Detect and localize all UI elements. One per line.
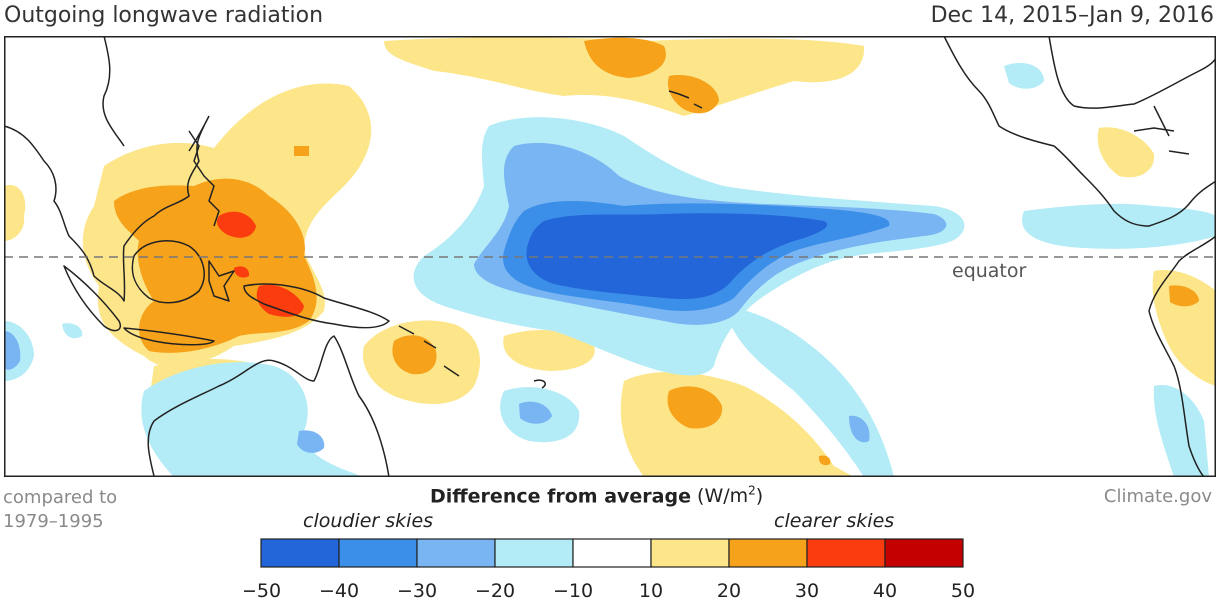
baseline-note-line2: 1979–1995 (3, 511, 104, 532)
scale-tick-label: −20 (475, 580, 515, 602)
solomon (398, 325, 437, 349)
anomaly-red-3 (234, 266, 250, 278)
anomaly-orange-north (584, 37, 666, 78)
scale-swatch (416, 538, 496, 568)
hawaii (668, 90, 703, 109)
japan (188, 115, 210, 152)
legend-title: Difference from average (W/m2) (430, 484, 763, 507)
sumatra (63, 265, 121, 332)
australia-coast (147, 335, 390, 477)
borneo (131, 240, 205, 304)
anomaly-red-2 (256, 284, 304, 317)
coastlines (4, 36, 1216, 477)
anomaly-orange-small (294, 146, 309, 156)
scale-tick-label: −30 (397, 580, 437, 602)
anomaly-cyan-west2 (62, 323, 83, 339)
scale-swatch (260, 538, 340, 568)
anomaly-blue-small (519, 401, 552, 424)
legend-units: (W/m2) (697, 484, 764, 508)
anomaly-orange-southamerica (1169, 285, 1199, 307)
sulawesi (208, 260, 235, 302)
scale-tick-label: −10 (553, 580, 593, 602)
darkest-blue-anomaly-regions (526, 213, 828, 300)
legend-title-bold: Difference from average (430, 485, 691, 508)
anomaly-yellow-westedge (4, 185, 26, 241)
anomaly-red-1 (217, 211, 256, 238)
anomaly-orange-north2 (667, 75, 719, 114)
anomaly-cyan-sa (1153, 385, 1209, 477)
asia-coast (4, 125, 205, 302)
scale-swatch (338, 538, 418, 568)
clearer-label: clearer skies (774, 510, 895, 532)
anomaly-orange-small2 (818, 455, 831, 466)
china-coast (102, 36, 125, 147)
new-caledonia (443, 365, 460, 377)
scale-tick-label: 20 (717, 580, 741, 602)
anomaly-cyan-pac-south (724, 306, 894, 477)
scale-swatch (572, 538, 652, 568)
legend-units-sup: 2 (748, 484, 756, 498)
red-anomaly-regions (217, 211, 304, 317)
caribbean (1133, 127, 1190, 155)
anomaly-blue-west (4, 331, 21, 370)
anomaly-darkblue-equatorial (526, 213, 828, 300)
baseline-note: compared to 1979–1995 (3, 486, 117, 534)
south-america (1148, 235, 1216, 477)
legend-units-suffix: ) (755, 485, 764, 508)
color-scale: −50 −40 −30 −20 −10 10 20 30 40 50 (244, 538, 975, 602)
new-guinea (243, 283, 390, 329)
scale-swatch (728, 538, 808, 568)
date-range: Dec 14, 2015–Jan 9, 2016 (930, 3, 1214, 28)
scale-tick-label: 50 (951, 580, 975, 602)
anomaly-yellow-southamerica (1152, 270, 1216, 386)
scale-tick-label: 30 (795, 580, 819, 602)
scale-tick-label: −50 (244, 580, 281, 602)
baseline-note-line1: compared to (3, 487, 118, 508)
java (123, 327, 215, 346)
scale-swatch (494, 538, 574, 568)
anomaly-blue-pac (849, 415, 870, 443)
cloudier-label: cloudier skies (303, 510, 434, 532)
anomaly-map: equator (4, 36, 1216, 477)
scale-tick-label: −40 (319, 580, 359, 602)
fiji (533, 379, 546, 389)
equator-label: equator (952, 260, 1027, 282)
legend-units-prefix: (W/m (697, 485, 749, 508)
anomaly-yellow-centralamerica (1097, 127, 1155, 178)
scale-swatch (884, 538, 964, 568)
scale-swatch (806, 538, 886, 568)
scale-tick-label: 10 (639, 580, 663, 602)
scale-swatch (650, 538, 730, 568)
map-frame (4, 36, 1216, 477)
florida (1153, 105, 1170, 137)
anomaly-blue-aus (297, 430, 325, 453)
anomaly-orange-southpac (667, 386, 723, 429)
anomaly-cyan-ne (1004, 62, 1044, 89)
philippines (188, 130, 220, 227)
anomaly-yellow-central (503, 330, 595, 371)
source-credit: Climate.gov (1103, 486, 1212, 507)
anomaly-orange-coralsea (392, 335, 437, 375)
anomaly-cyan-east (1022, 203, 1216, 249)
map-title: Outgoing longwave radiation (4, 3, 324, 28)
us-east (1048, 36, 1216, 109)
scale-tick-label: 40 (873, 580, 897, 602)
north-america (943, 36, 1216, 227)
